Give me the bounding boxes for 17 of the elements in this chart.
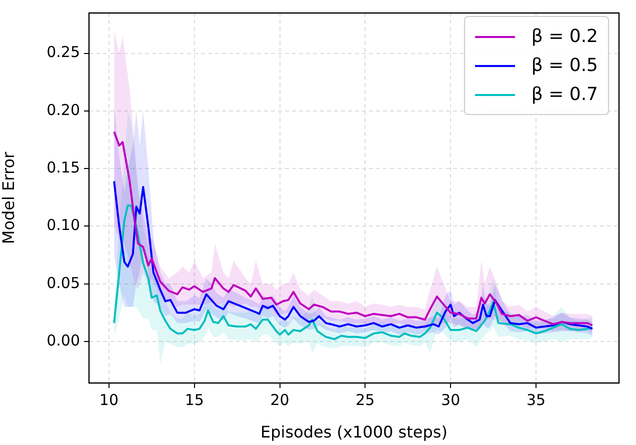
x-tick-label: 25 [356, 390, 375, 409]
x-tick-label: 10 [99, 390, 119, 409]
x-tick-label: 20 [270, 390, 290, 409]
y-tick-label: 0.05 [46, 274, 80, 292]
y-tick-label: 0.15 [46, 158, 80, 176]
x-tick-label: 30 [441, 390, 460, 409]
y-tick-label: 0.10 [46, 216, 80, 234]
x-axis-title: Episodes (x1000 steps) [260, 422, 448, 442]
y-tick-label: 0.00 [46, 331, 80, 350]
x-tick-label: 35 [526, 390, 546, 409]
legend-label: β = 0.5 [531, 55, 598, 76]
legend-label: β = 0.7 [531, 84, 598, 105]
y-axis-title: Model Error [0, 152, 18, 244]
y-tick-label: 0.25 [46, 43, 80, 62]
y-tick-label: 0.20 [46, 100, 80, 119]
legend-label: β = 0.2 [531, 26, 598, 47]
x-tick-label: 15 [184, 390, 204, 409]
